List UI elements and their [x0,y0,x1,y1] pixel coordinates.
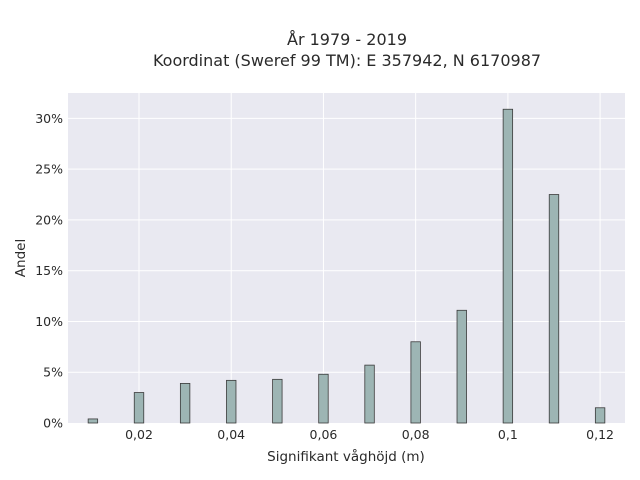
histogram-bar [272,378,283,424]
histogram-bar [410,341,421,424]
histogram-bar [87,418,99,424]
x-tick-label: 0,1 [498,427,518,442]
y-axis-label: Andel [13,239,29,277]
histogram-bar [133,392,145,424]
histogram-bar [318,373,329,424]
x-tick-label: 0,12 [586,427,614,442]
x-tick-label: 0,08 [402,427,430,442]
plot-area [68,93,625,423]
y-tick-label: 10% [35,314,63,329]
x-tick-label: 0,02 [125,427,153,442]
bars [87,108,606,424]
y-tick-label: 25% [35,162,63,177]
histogram-bar [502,108,514,424]
histogram-bar [226,379,237,424]
histogram-bar [456,309,467,424]
y-tick-label: 5% [43,365,63,380]
y-tick-label: 15% [35,263,63,278]
chart-title-line2: Koordinat (Sweref 99 TM): E 357942, N 61… [153,51,541,70]
chart-title-line1: År 1979 - 2019 [287,30,407,49]
x-tick-label: 0,06 [310,427,338,442]
histogram-bar [594,407,606,424]
y-tick-label: 20% [35,212,63,227]
x-axis-label: Signifikant våghöjd (m) [267,448,425,465]
y-tick-label: 30% [35,111,63,126]
histogram-bar [179,382,191,424]
y-tick-labels: 0% 5% 10% 15% 20% 25% 30% [35,111,63,431]
y-tick-label: 0% [43,416,63,431]
histogram-bar [548,194,560,424]
grid-lines [68,93,625,423]
x-tick-label: 0,04 [217,427,245,442]
histogram-bar [364,364,375,424]
x-tick-labels: 0,02 0,04 0,06 0,08 0,1 0,12 [125,427,614,442]
